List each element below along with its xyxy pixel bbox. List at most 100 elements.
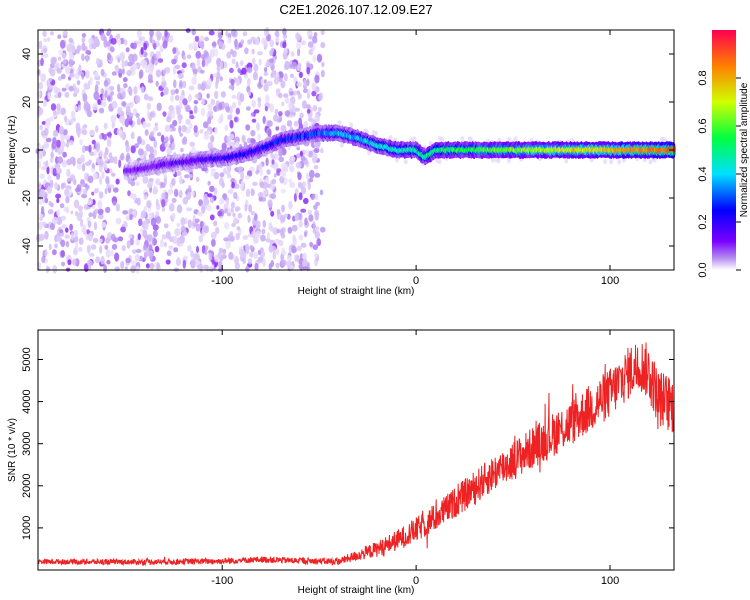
noise-dot: [64, 91, 70, 98]
noise-dot: [164, 29, 168, 38]
noise-dot: [297, 183, 304, 189]
noise-dot: [88, 212, 93, 218]
noise-dot: [181, 231, 188, 237]
noise-dot: [95, 143, 101, 152]
noise-dot: [297, 172, 302, 181]
y-tick-label: -40: [21, 238, 33, 254]
noise-dot: [125, 47, 130, 53]
noise-dot: [145, 263, 150, 269]
noise-dot: [120, 260, 125, 270]
noise-dot: [169, 134, 173, 142]
noise-dot: [300, 208, 307, 213]
noise-dot: [313, 32, 318, 37]
noise-dot: [210, 171, 215, 177]
noise-dot: [267, 128, 272, 138]
noise-dot: [218, 102, 223, 111]
noise-dot: [237, 166, 243, 172]
noise-dot: [142, 121, 147, 129]
noise-dot: [308, 150, 313, 158]
noise-dot: [169, 123, 175, 129]
noise-dot: [143, 194, 148, 200]
snr-x-ticks: -100 0 100: [211, 330, 619, 587]
noise-dot: [104, 244, 109, 250]
noise-dot: [145, 122, 151, 128]
noise-dot: [141, 86, 145, 94]
noise-dot: [48, 77, 53, 82]
noise-dot: [194, 94, 200, 99]
colorbar-tick-label: 0.8: [697, 70, 709, 85]
noise-dot: [199, 129, 204, 134]
colorbar-label: Normalized spectral amplitude: [739, 82, 750, 217]
noise-dot: [59, 39, 66, 49]
noise-dot: [229, 231, 234, 237]
noise-dot: [275, 262, 280, 269]
noise-dot: [178, 125, 182, 134]
noise-dot: [198, 234, 204, 243]
noise-dot: [230, 201, 236, 209]
noise-dot: [286, 120, 293, 127]
noise-dot: [120, 226, 126, 233]
x-tick-label: -100: [211, 275, 233, 287]
noise-dot: [233, 116, 238, 123]
y-tick-label: -20: [21, 190, 33, 206]
noise-dot: [229, 67, 234, 74]
noise-dot: [264, 94, 270, 104]
noise-dot: [231, 181, 235, 189]
noise-dot: [186, 54, 192, 59]
noise-dot: [263, 71, 269, 76]
noise-dot: [113, 156, 118, 165]
noise-dot: [234, 38, 238, 48]
noise-dot: [268, 263, 272, 271]
noise-dot: [217, 32, 223, 39]
x-tick-label: 0: [413, 575, 419, 587]
noise-dot: [230, 207, 234, 214]
noise-dot: [93, 37, 100, 45]
noise-dot: [293, 120, 299, 127]
noise-dot: [188, 85, 195, 91]
noise-dot: [506, 158, 511, 164]
noise-dot: [314, 252, 318, 258]
noise-dot: [88, 264, 92, 271]
noise-dot: [314, 172, 321, 178]
noise-dot: [192, 68, 198, 75]
noise-dot: [295, 32, 300, 40]
noise-dot: [106, 132, 112, 137]
noise-dot: [302, 121, 308, 129]
noise-dot: [212, 73, 218, 78]
noise-dot: [61, 159, 67, 168]
noise-dot: [136, 117, 141, 126]
noise-dot: [233, 217, 239, 224]
noise-dot: [170, 89, 176, 96]
noise-dot: [305, 172, 310, 180]
noise-dot: [58, 76, 62, 81]
noise-dot: [149, 29, 155, 37]
noise-dot: [194, 218, 200, 223]
noise-dot: [93, 91, 100, 101]
noise-dot: [89, 129, 96, 136]
noise-dot: [73, 199, 80, 209]
noise-dot: [189, 110, 193, 115]
noise-dot: [203, 197, 210, 206]
noise-dot: [259, 181, 264, 189]
noise-dot: [412, 136, 417, 142]
noise-dot: [230, 78, 235, 86]
noise-dot: [48, 243, 52, 251]
noise-dot: [265, 237, 271, 243]
noise-dot: [271, 159, 275, 165]
noise-dot: [287, 226, 293, 234]
noise-dot: [52, 264, 57, 274]
noise-dot: [117, 92, 122, 100]
noise-dot: [257, 133, 261, 142]
noise-dot: [130, 260, 137, 266]
noise-dot: [307, 117, 314, 122]
noise-dot: [110, 91, 115, 96]
noise-dot: [99, 176, 103, 185]
noise-dot: [125, 143, 130, 153]
noise-dot: [276, 228, 281, 234]
noise-dot: [128, 53, 135, 62]
noise-dot: [303, 79, 307, 87]
noise-dot: [37, 107, 44, 116]
noise-dot: [284, 60, 290, 70]
noise-dot: [281, 170, 287, 178]
noise-dot: [193, 105, 198, 114]
